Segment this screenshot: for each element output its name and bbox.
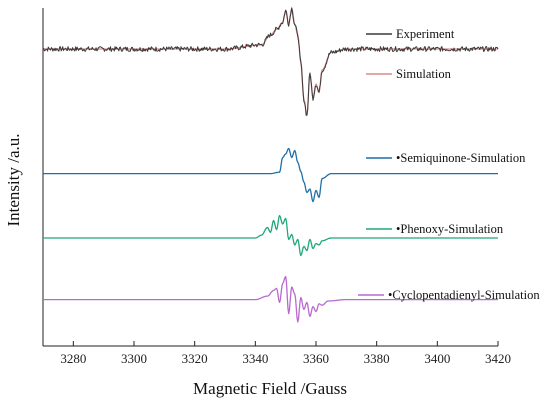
x-axis-ticks: 3280 3300 3320 3340 3360 3380 3400 3420	[60, 341, 511, 366]
plot-frame	[42, 8, 498, 347]
legend: Experiment Simulation •Semiquinone-Simulat…	[358, 27, 540, 302]
x-tick-label: 3360	[303, 351, 329, 366]
x-tick-label: 3280	[60, 351, 86, 366]
x-tick-label: 3380	[364, 351, 390, 366]
x-tick-label: 3300	[121, 351, 147, 366]
series-line-semiquinone-simulation	[43, 147, 498, 203]
legend-label: Simulation	[396, 67, 452, 81]
spectra-traces	[42, 7, 499, 323]
x-tick-label: 3400	[424, 351, 450, 366]
legend-label: Experiment	[396, 27, 455, 41]
x-tick-label: 3320	[182, 351, 208, 366]
legend-label: •Phenoxy-Simulation	[396, 222, 504, 236]
x-axis-title: Magnetic Field /Gauss	[193, 379, 347, 398]
x-tick-label: 3420	[485, 351, 511, 366]
series-line-phenoxy-simulation	[43, 214, 498, 257]
legend-label: •Cyclopentadienyl-Simulation	[388, 288, 540, 302]
x-tick-label: 3340	[242, 351, 268, 366]
series-line-cyclopentadienyl-simulation	[43, 275, 498, 323]
series-line-experiment	[42, 7, 499, 116]
legend-label: •Semiquinone-Simulation	[396, 151, 526, 165]
y-axis-title: Intensity /a.u.	[4, 133, 23, 226]
series-line-simulation	[43, 7, 498, 117]
